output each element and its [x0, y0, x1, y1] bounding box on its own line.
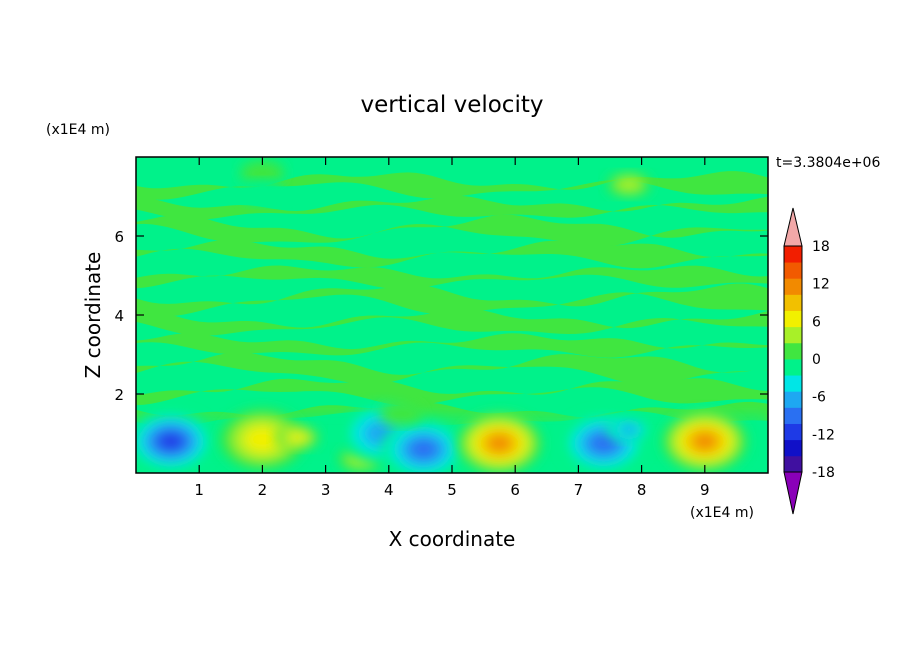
updraft-cell [662, 411, 747, 472]
y-unit-label: (x1E4 m) [46, 122, 110, 138]
x-axis-label: X coordinate [389, 527, 516, 551]
colorbar-frame [783, 245, 803, 473]
feature-layer [136, 160, 747, 473]
updraft-cell [220, 409, 305, 470]
colorbar-swatch [784, 423, 802, 441]
x-tick-label: 9 [700, 481, 710, 499]
field-band [136, 195, 768, 220]
velocity-field [136, 157, 768, 473]
updraft-cell [457, 413, 542, 473]
colorbar-tick-label: 12 [812, 277, 830, 293]
y-tick-label: 6 [114, 228, 124, 246]
field-band [136, 214, 768, 247]
field-band [136, 378, 768, 406]
x-unit-label: (x1E4 m) [690, 505, 754, 521]
x-tick-label: 5 [447, 481, 457, 499]
updraft-cell [240, 160, 285, 185]
colorbar-swatch [784, 439, 802, 457]
field-band [136, 265, 768, 290]
y-axis: 2 4 6 [114, 228, 768, 404]
field-band [136, 333, 768, 358]
colorbar-swatch [784, 294, 802, 311]
colorbar-swatch [784, 310, 802, 328]
colorbar-min-arrow [783, 471, 803, 515]
y-tick-label: 4 [114, 307, 124, 325]
x-tick-label: 4 [384, 481, 394, 499]
field-band [136, 283, 768, 317]
downdraft-cell [381, 419, 466, 473]
colorbar-tick-label: -12 [812, 427, 835, 443]
time-label: t=3.3804e+06 [776, 155, 880, 171]
x-tick-label: 3 [321, 481, 331, 499]
colorbar: 18 12 6 0 -6 -12 -18 [783, 207, 835, 515]
updraft-cell [379, 401, 424, 426]
colorbar-tick-label: 6 [812, 314, 821, 330]
x-axis: 1 2 3 4 5 6 7 8 9 [194, 157, 710, 499]
colorbar-swatch [784, 262, 802, 279]
colorbar-swatch [784, 455, 802, 473]
updraft-cell [606, 172, 651, 197]
field-band [136, 308, 768, 336]
field-band [136, 239, 768, 269]
downdraft-cell [606, 417, 651, 442]
downdraft-cell [240, 180, 285, 205]
x-tick-label: 6 [510, 481, 520, 499]
colorbar-swatch [784, 342, 802, 360]
colorbar-swatch [784, 375, 802, 392]
field-band [136, 352, 768, 385]
x-tick-label: 7 [574, 481, 584, 499]
updraft-cell [275, 425, 320, 450]
chart-title: vertical velocity [361, 92, 544, 118]
colorbar-tick-label: -18 [812, 465, 835, 481]
colorbar-swatch [784, 391, 802, 408]
colorbar-tick-label: -6 [812, 390, 826, 406]
colorbar-tick-label: 0 [812, 352, 821, 368]
colorbar-tick-label: 18 [812, 239, 830, 255]
x-tick-label: 1 [194, 481, 204, 499]
plot-area: 1 2 3 4 5 6 7 8 9 2 4 6 [114, 156, 769, 499]
colorbar-swatch [784, 278, 802, 295]
colorbar-swatch [784, 246, 802, 263]
y-axis-label: Z coordinate [81, 252, 105, 379]
x-tick-label: 8 [637, 481, 647, 499]
colorbar-swatch [784, 326, 802, 344]
colorbar-swatch [784, 359, 802, 376]
x-tick-label: 2 [258, 481, 268, 499]
colorbar-swatch [784, 407, 802, 424]
colorbar-max-arrow [783, 207, 803, 247]
downdraft-cell [136, 411, 213, 472]
field-band [136, 171, 768, 200]
y-tick-label: 2 [114, 386, 124, 404]
